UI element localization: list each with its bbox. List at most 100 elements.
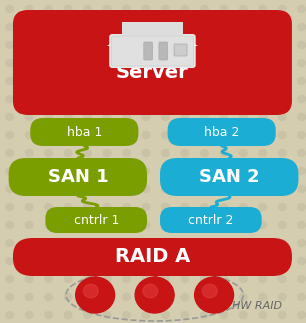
Circle shape: [142, 185, 150, 193]
Circle shape: [25, 113, 33, 120]
Circle shape: [6, 96, 13, 102]
Circle shape: [142, 294, 150, 300]
Circle shape: [298, 150, 305, 157]
Circle shape: [259, 113, 267, 120]
Circle shape: [103, 113, 111, 120]
Circle shape: [162, 239, 169, 246]
Circle shape: [64, 168, 72, 174]
Circle shape: [240, 59, 247, 67]
Circle shape: [123, 5, 130, 13]
Circle shape: [298, 41, 305, 48]
Circle shape: [181, 257, 189, 265]
FancyBboxPatch shape: [144, 42, 152, 60]
Circle shape: [45, 294, 52, 300]
Circle shape: [64, 59, 72, 67]
Circle shape: [162, 41, 169, 48]
Circle shape: [64, 78, 72, 85]
Circle shape: [123, 78, 130, 85]
Circle shape: [162, 203, 169, 211]
Circle shape: [6, 5, 13, 13]
Circle shape: [135, 277, 174, 313]
Circle shape: [298, 168, 305, 174]
Circle shape: [103, 257, 111, 265]
Circle shape: [84, 41, 91, 48]
Circle shape: [6, 78, 13, 85]
Circle shape: [6, 257, 13, 265]
Circle shape: [6, 311, 13, 318]
Circle shape: [6, 131, 13, 139]
Circle shape: [162, 276, 169, 283]
Circle shape: [103, 24, 111, 30]
Circle shape: [45, 131, 52, 139]
Circle shape: [84, 150, 91, 157]
Circle shape: [162, 257, 169, 265]
Circle shape: [162, 168, 169, 174]
Circle shape: [220, 24, 228, 30]
Circle shape: [278, 24, 286, 30]
Circle shape: [278, 5, 286, 13]
Circle shape: [6, 203, 13, 211]
Circle shape: [298, 257, 305, 265]
Circle shape: [64, 5, 72, 13]
Circle shape: [278, 96, 286, 102]
Circle shape: [64, 239, 72, 246]
Circle shape: [142, 168, 150, 174]
Circle shape: [259, 5, 267, 13]
Circle shape: [298, 78, 305, 85]
Circle shape: [220, 185, 228, 193]
Circle shape: [220, 203, 228, 211]
FancyBboxPatch shape: [160, 207, 262, 233]
Circle shape: [181, 59, 189, 67]
Circle shape: [142, 239, 150, 246]
Circle shape: [142, 113, 150, 120]
Circle shape: [298, 59, 305, 67]
Text: Server: Server: [116, 63, 189, 82]
Circle shape: [259, 311, 267, 318]
Circle shape: [142, 41, 150, 48]
Circle shape: [240, 257, 247, 265]
FancyBboxPatch shape: [109, 34, 196, 68]
Circle shape: [220, 294, 228, 300]
Circle shape: [200, 222, 208, 228]
Circle shape: [84, 239, 91, 246]
Circle shape: [64, 131, 72, 139]
Circle shape: [123, 294, 130, 300]
FancyBboxPatch shape: [174, 44, 187, 56]
Circle shape: [240, 96, 247, 102]
Circle shape: [6, 185, 13, 193]
Circle shape: [25, 96, 33, 102]
Circle shape: [240, 294, 247, 300]
Circle shape: [240, 276, 247, 283]
Circle shape: [64, 24, 72, 30]
Circle shape: [220, 78, 228, 85]
Circle shape: [162, 294, 169, 300]
Circle shape: [259, 96, 267, 102]
Circle shape: [84, 5, 91, 13]
FancyBboxPatch shape: [160, 158, 298, 196]
Circle shape: [6, 239, 13, 246]
Circle shape: [84, 185, 91, 193]
Circle shape: [200, 59, 208, 67]
Circle shape: [162, 222, 169, 228]
Circle shape: [123, 168, 130, 174]
Circle shape: [123, 96, 130, 102]
Circle shape: [25, 168, 33, 174]
Circle shape: [64, 276, 72, 283]
Circle shape: [123, 59, 130, 67]
Circle shape: [103, 59, 111, 67]
Circle shape: [84, 168, 91, 174]
Circle shape: [25, 276, 33, 283]
Circle shape: [162, 311, 169, 318]
Circle shape: [200, 78, 208, 85]
Circle shape: [103, 239, 111, 246]
Circle shape: [200, 96, 208, 102]
Circle shape: [142, 78, 150, 85]
Circle shape: [6, 168, 13, 174]
Circle shape: [240, 222, 247, 228]
Circle shape: [64, 41, 72, 48]
Circle shape: [278, 168, 286, 174]
Circle shape: [162, 96, 169, 102]
Circle shape: [259, 222, 267, 228]
Text: SAN 1: SAN 1: [47, 168, 108, 186]
Circle shape: [64, 294, 72, 300]
